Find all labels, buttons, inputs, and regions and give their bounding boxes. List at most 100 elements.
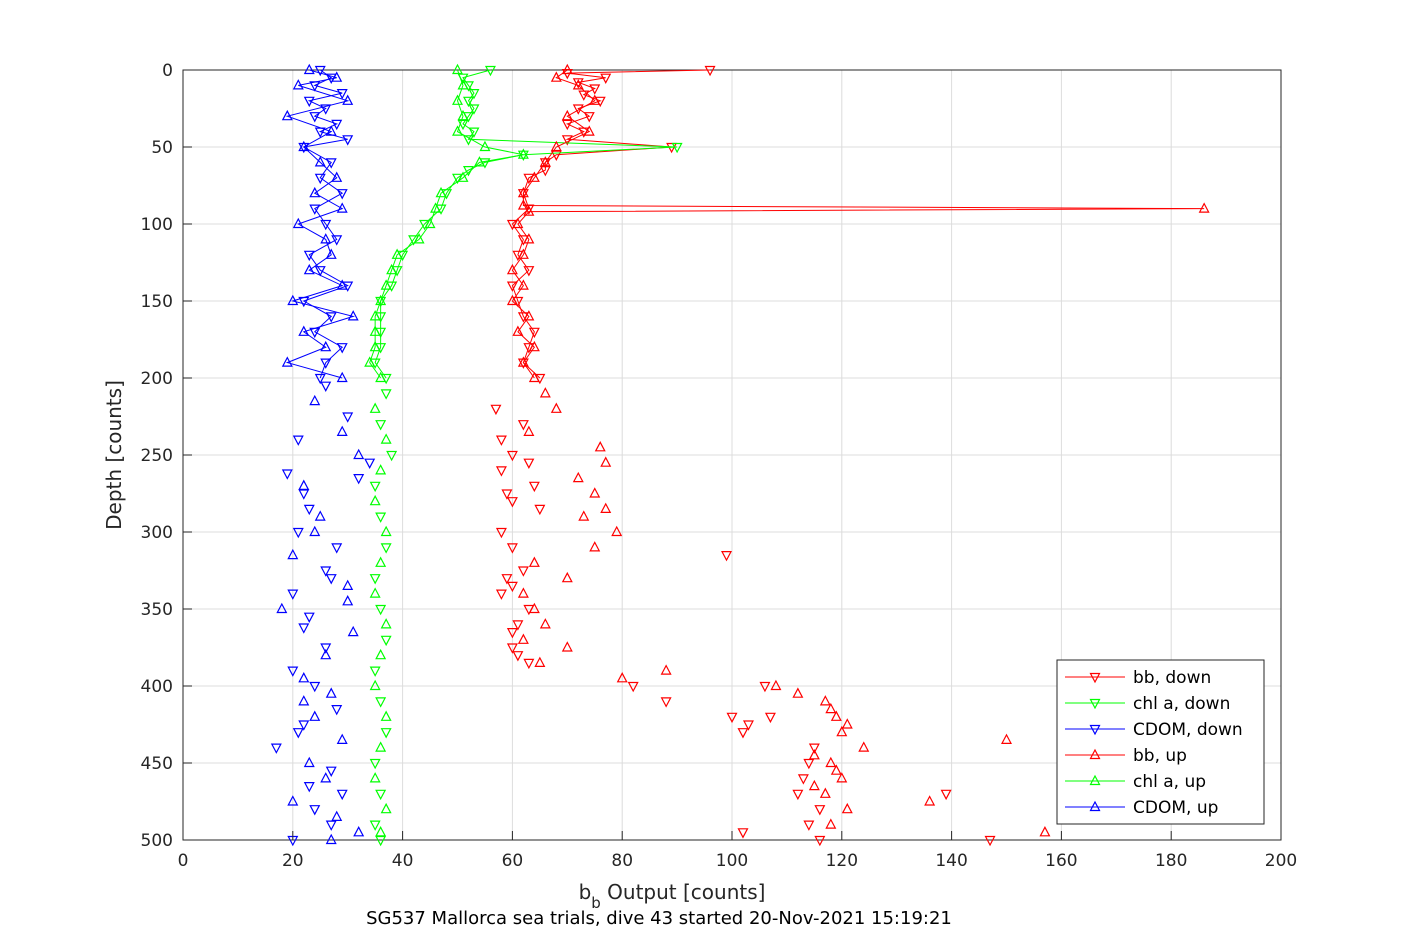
data-point <box>380 389 392 400</box>
y-tick-label: 350 <box>141 600 173 620</box>
data-point <box>353 826 365 837</box>
data-point <box>320 233 332 244</box>
data-point <box>539 156 551 167</box>
data-point <box>517 186 529 198</box>
x-tick-label: 20 <box>282 851 304 871</box>
data-point <box>364 356 376 367</box>
x-tick-label: 140 <box>935 851 967 871</box>
data-point <box>325 248 337 259</box>
data-point <box>561 135 573 146</box>
data-point <box>375 371 387 383</box>
x-tick-label: 120 <box>826 851 858 871</box>
data-point <box>298 623 310 634</box>
data-point <box>331 543 343 554</box>
data-point <box>506 450 518 462</box>
data-point <box>369 340 381 352</box>
data-point <box>457 109 469 121</box>
data-point <box>380 710 392 721</box>
series-7 <box>517 387 1051 837</box>
caption: SG537 Mallorca sea trials, dive 43 start… <box>366 908 952 929</box>
x-tick-label: 40 <box>392 851 414 871</box>
data-point <box>369 494 381 506</box>
data-point <box>825 756 837 768</box>
data-point <box>512 217 524 229</box>
data-point <box>336 733 348 745</box>
data-point <box>578 510 590 521</box>
data-point <box>287 666 299 677</box>
data-point <box>281 469 293 480</box>
data-point <box>495 527 507 539</box>
x-tick-label: 200 <box>1265 851 1297 871</box>
data-point <box>468 127 480 138</box>
data-point <box>589 84 601 95</box>
series-line <box>285 69 356 379</box>
data-point <box>353 448 365 460</box>
data-point <box>506 543 518 554</box>
data-point <box>314 266 326 277</box>
data-point <box>495 466 507 477</box>
data-point <box>336 789 348 801</box>
data-point <box>320 381 332 392</box>
data-point <box>825 702 837 714</box>
data-point <box>369 758 381 770</box>
data-point <box>594 441 606 452</box>
legend-label: CDOM, down <box>1133 720 1243 740</box>
data-point <box>600 73 612 84</box>
data-point <box>660 697 672 708</box>
data-point <box>841 718 853 729</box>
data-point <box>572 78 584 89</box>
data-point <box>342 412 354 423</box>
data-point <box>457 171 469 182</box>
data-point <box>369 481 381 493</box>
data-point <box>534 656 546 668</box>
data-point <box>808 743 820 754</box>
data-point <box>589 94 601 105</box>
data-point <box>737 828 749 839</box>
data-point <box>375 648 387 660</box>
data-point <box>325 574 337 585</box>
y-tick-label: 0 <box>162 61 173 81</box>
data-point <box>325 158 337 169</box>
data-point <box>561 109 573 121</box>
data-point <box>369 574 381 585</box>
data-point <box>803 758 815 770</box>
y-tick-label: 450 <box>141 754 173 774</box>
data-point <box>347 625 359 637</box>
data-point <box>523 205 535 216</box>
data-point <box>501 489 513 500</box>
data-point <box>704 65 716 77</box>
data-point <box>320 566 332 577</box>
data-point <box>309 186 321 198</box>
y-tick-label: 100 <box>141 215 173 235</box>
data-point <box>517 199 529 210</box>
data-point <box>814 805 826 816</box>
data-point <box>298 479 310 490</box>
legend-label: bb, down <box>1133 668 1211 688</box>
x-tick-label: 160 <box>1045 851 1077 871</box>
data-point <box>830 764 842 775</box>
data-point <box>298 695 310 706</box>
x-axis-label-main: b <box>579 880 592 904</box>
data-point <box>336 425 348 436</box>
series-4 <box>364 63 529 383</box>
data-point <box>375 294 387 306</box>
data-point <box>452 94 463 105</box>
data-point <box>281 356 293 367</box>
data-point <box>375 835 387 847</box>
data-point <box>309 710 321 721</box>
data-point <box>484 65 496 77</box>
data-point <box>457 119 469 131</box>
legend-entry: bb, up <box>1065 746 1187 766</box>
data-point <box>325 820 337 831</box>
data-point <box>336 202 348 213</box>
data-point <box>369 587 381 598</box>
data-point <box>303 96 315 108</box>
data-point <box>550 150 562 161</box>
data-point <box>309 805 321 816</box>
data-point <box>369 310 381 321</box>
data-point <box>309 525 321 537</box>
series-8 <box>369 389 398 847</box>
data-point <box>336 343 348 354</box>
data-point <box>298 672 310 683</box>
x-axis-label-rest: Output [counts] <box>601 880 766 904</box>
